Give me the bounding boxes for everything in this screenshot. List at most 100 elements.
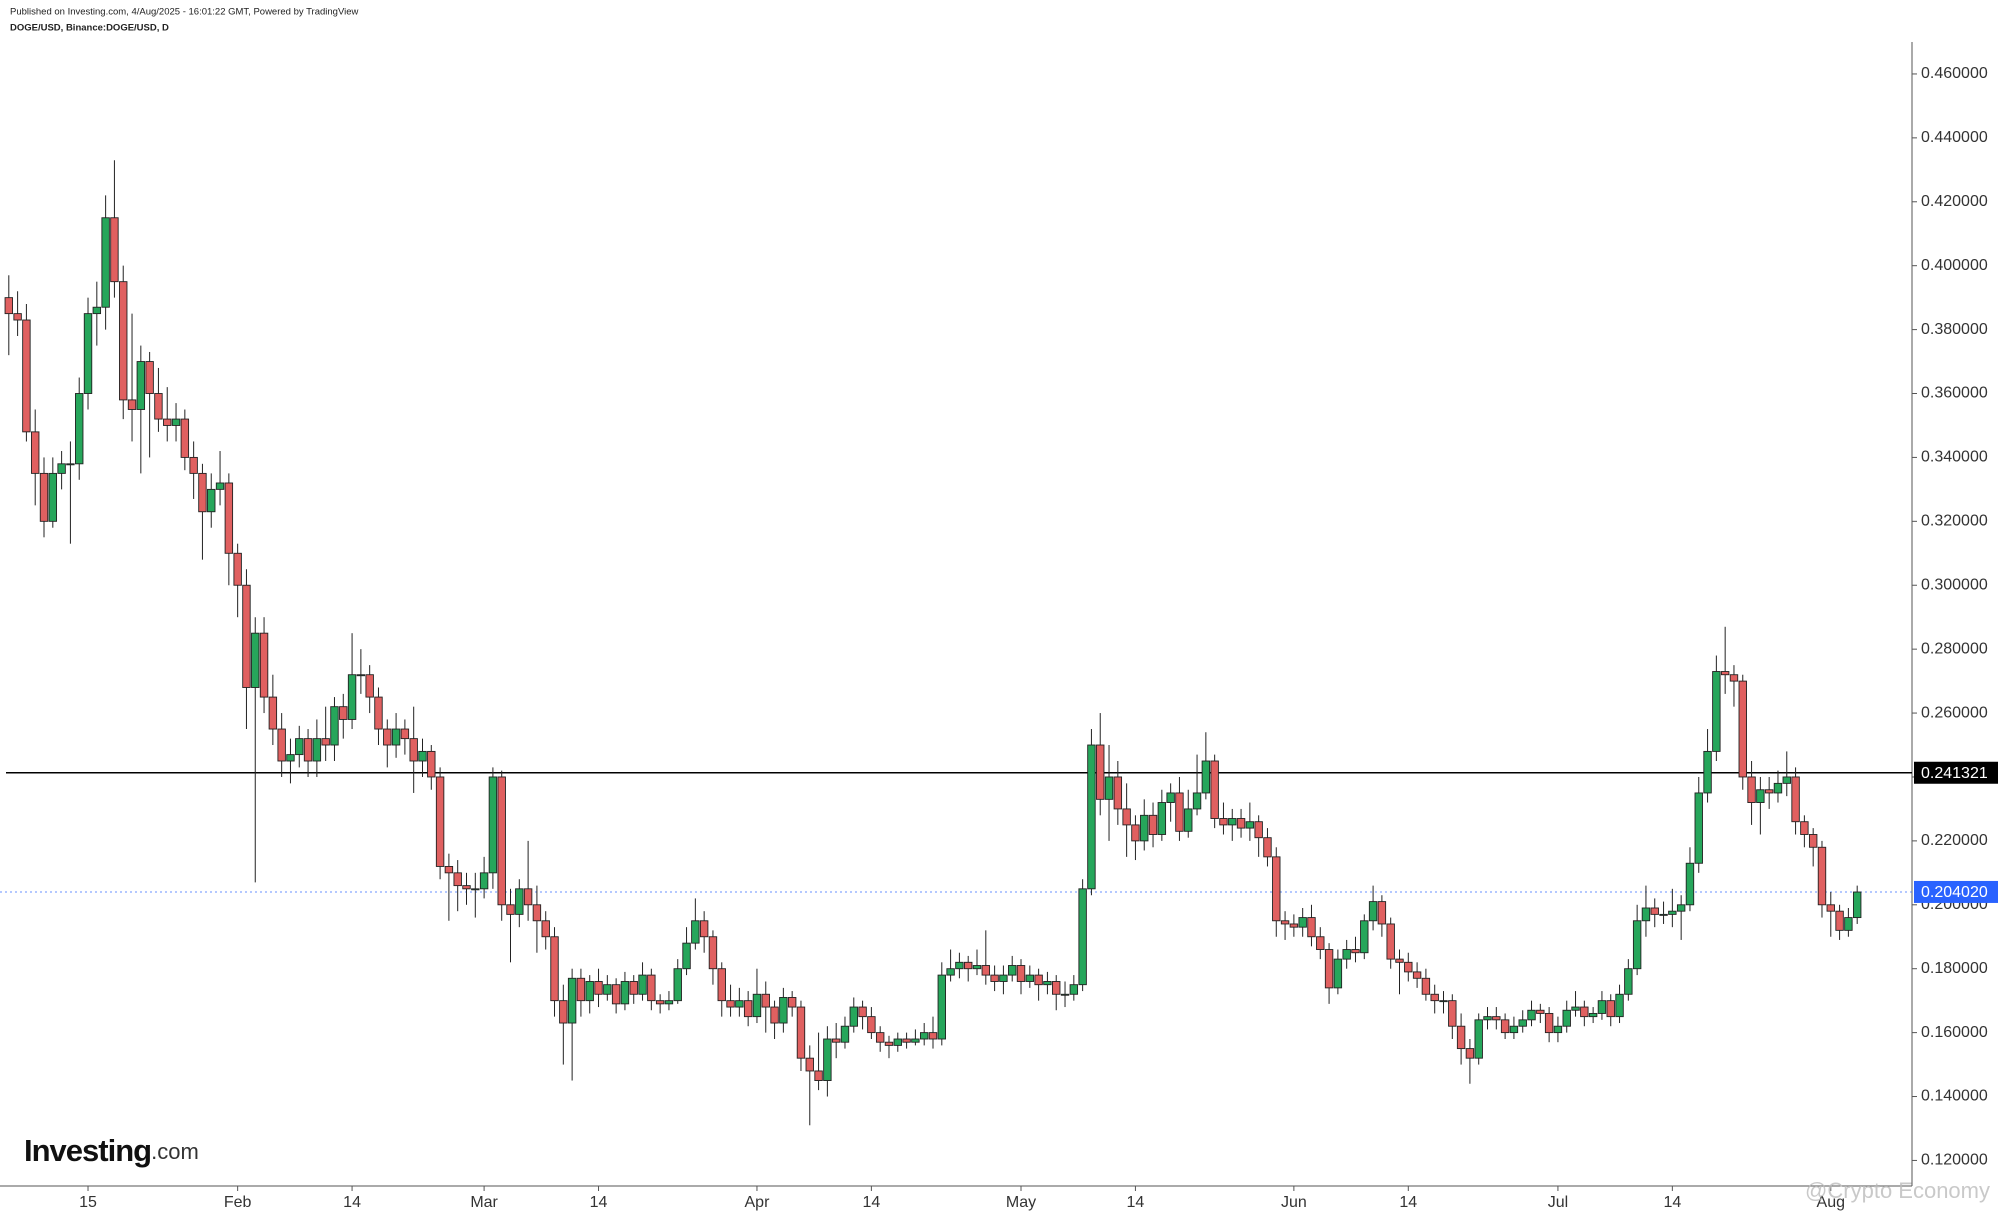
candle-body [532, 904, 542, 922]
candle-body [1157, 802, 1167, 835]
candle-body [1782, 776, 1791, 784]
candle-body [515, 888, 524, 915]
candle-body [471, 888, 480, 891]
candle-body [1456, 1025, 1466, 1050]
candle-body [1659, 913, 1668, 916]
candle-body [295, 738, 304, 756]
x-tick-label: Feb [224, 1194, 252, 1211]
candle-body [1571, 1006, 1580, 1011]
x-tick-label: 14 [862, 1194, 880, 1211]
candle-body [1263, 837, 1272, 858]
candle-body [1228, 818, 1237, 826]
candle-body [1852, 891, 1862, 919]
candle-body [1835, 910, 1844, 931]
x-tick-label: Aug [1817, 1194, 1845, 1211]
candle-body [946, 968, 955, 976]
candle-body [1140, 814, 1149, 842]
candle-body [937, 974, 946, 1040]
candle-body [1254, 821, 1263, 839]
candle-body [462, 885, 471, 890]
candle-body [1448, 1000, 1457, 1027]
candle-body [1703, 750, 1712, 794]
candle-body [1764, 789, 1774, 794]
candle-body [1342, 949, 1351, 960]
candle-body [1087, 744, 1096, 890]
x-tick-label: 14 [1663, 1194, 1681, 1211]
candle-body [1439, 1000, 1448, 1003]
candle-body [1025, 974, 1035, 982]
candle-body [990, 974, 999, 982]
candle-body [22, 319, 31, 433]
candle-body [1412, 971, 1422, 979]
candle-body [1210, 760, 1219, 819]
candle-body [488, 776, 498, 874]
candle-body [145, 361, 154, 394]
candle-body [506, 904, 515, 915]
candle-body [761, 993, 770, 1008]
candle-body [1685, 862, 1695, 906]
candle-body [1536, 1009, 1545, 1014]
candle-body [585, 981, 594, 1002]
y-tick-label: 0.180000 [1921, 960, 1988, 977]
y-tick-label: 0.380000 [1921, 321, 1988, 338]
candle-body [479, 872, 489, 890]
candle-body [567, 977, 577, 1024]
candle-body [1060, 993, 1070, 996]
candle-body [1175, 792, 1184, 832]
candle-body [893, 1038, 902, 1046]
candle-body [409, 738, 418, 762]
candle-body [796, 1006, 806, 1059]
candle-body [1844, 917, 1853, 931]
candle-body [75, 393, 84, 465]
y-tick-label: 0.440000 [1921, 129, 1988, 146]
last-price-label: 0.204020 [1921, 884, 1988, 901]
candle-body [1791, 776, 1800, 823]
candle-body [1395, 958, 1404, 963]
candle-body [1474, 1019, 1483, 1059]
candle-body [286, 754, 295, 762]
candle-body [119, 281, 128, 401]
candle-body [1615, 993, 1624, 1018]
y-tick-label: 0.300000 [1921, 576, 1988, 593]
candle-body [541, 920, 550, 938]
candle-body [1280, 920, 1290, 925]
candle-body [277, 728, 286, 762]
candle-body [224, 482, 234, 554]
candle-body [189, 456, 198, 474]
candle-body [911, 1038, 920, 1043]
candle-body [1351, 949, 1360, 954]
x-tick-label: 15 [79, 1194, 97, 1211]
x-tick-label: Jul [1548, 1194, 1568, 1211]
candle-body [647, 974, 656, 1002]
candle-body [347, 674, 357, 720]
plot-area: 0.1200000.1400000.1600000.1800000.200000… [0, 42, 1998, 1211]
candle-body [101, 217, 110, 308]
candle-body [620, 981, 630, 1005]
candle-body [1808, 834, 1818, 848]
candle-body [1527, 1009, 1536, 1021]
x-tick-label: Mar [470, 1194, 498, 1211]
candle-body [163, 418, 172, 426]
candle-body [1236, 818, 1246, 829]
candle-body [1333, 958, 1343, 989]
candle-body [1668, 910, 1677, 915]
last-price-box [1914, 880, 1998, 903]
y-tick-label: 0.260000 [1921, 704, 1988, 721]
candle-body [435, 776, 445, 867]
x-tick-label: May [1006, 1194, 1036, 1211]
candle-body [1720, 671, 1730, 676]
x-tick-label: Jun [1281, 1194, 1307, 1211]
logo-suffix: .com [151, 1139, 199, 1164]
candle-body [1219, 818, 1228, 826]
candle-body [1368, 901, 1378, 922]
candle-body [356, 674, 366, 677]
candle-body [233, 552, 242, 586]
candle-body [981, 965, 991, 976]
y-tick-label: 0.280000 [1921, 640, 1988, 657]
candle-body [779, 997, 788, 1024]
candle-body [303, 738, 313, 762]
candle-body [110, 217, 119, 283]
candle-body [321, 738, 330, 746]
candle-body [1078, 888, 1087, 986]
candle-body [1632, 920, 1642, 970]
